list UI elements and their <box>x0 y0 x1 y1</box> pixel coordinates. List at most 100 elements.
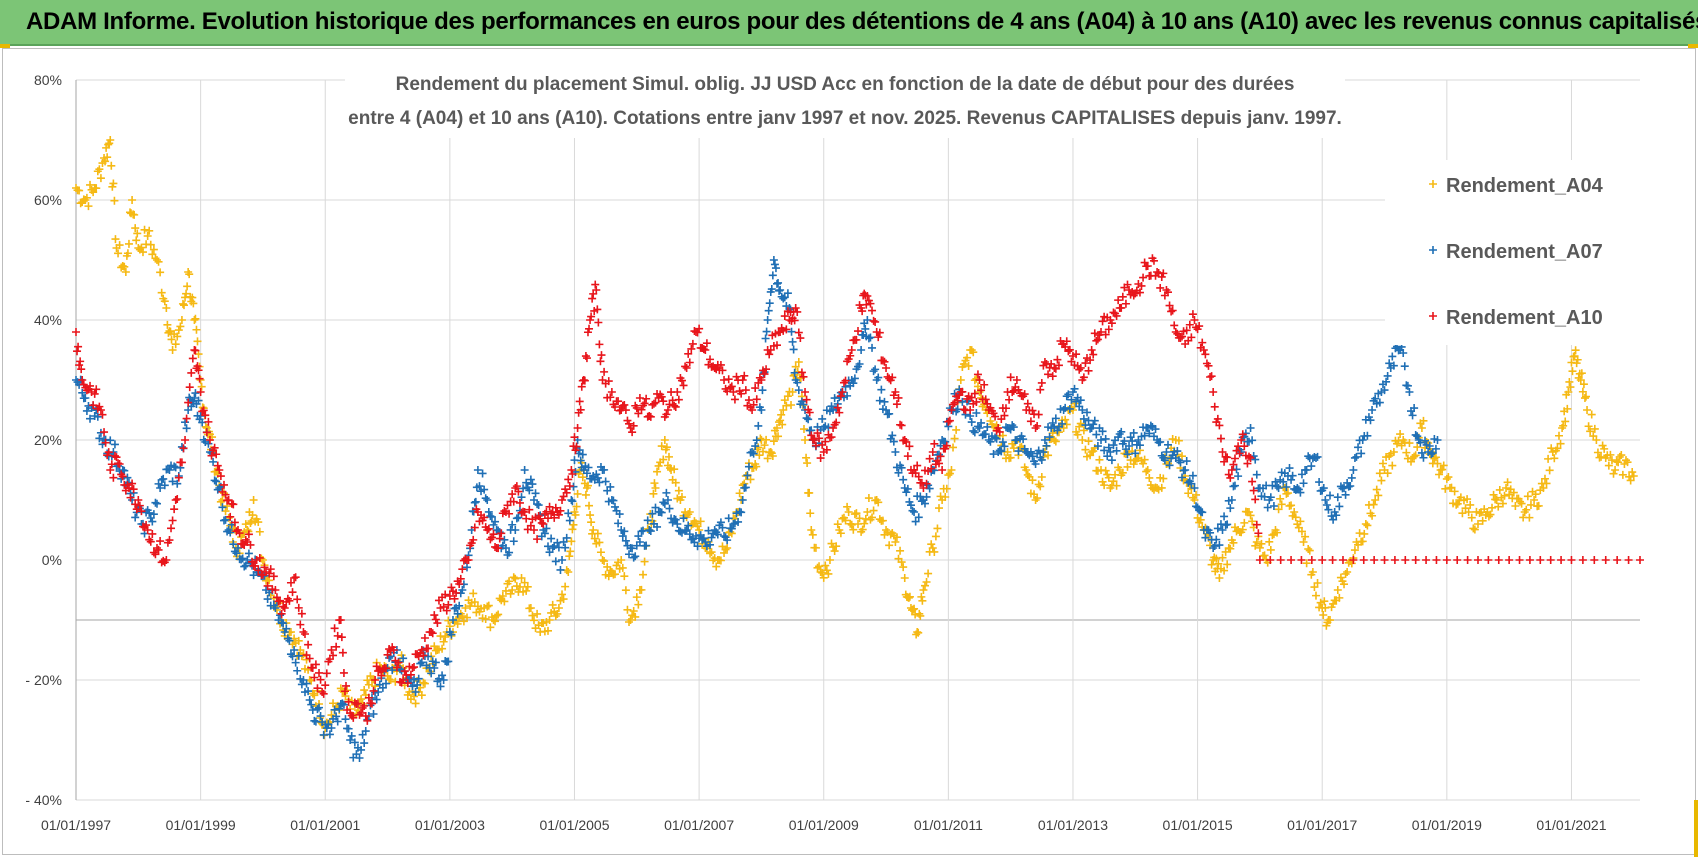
data-point <box>838 388 847 396</box>
data-point <box>640 557 649 566</box>
data-point <box>72 328 80 336</box>
data-point <box>868 513 877 522</box>
data-point <box>975 388 984 396</box>
data-point <box>265 569 274 578</box>
data-point <box>251 561 260 570</box>
data-point <box>791 304 800 312</box>
data-point <box>182 424 191 433</box>
data-point <box>1388 352 1397 361</box>
data-point <box>561 485 570 494</box>
data-point <box>850 374 859 383</box>
data-point <box>972 409 981 418</box>
data-point <box>536 514 545 523</box>
data-point <box>693 542 702 551</box>
data-point <box>1371 394 1380 403</box>
data-point <box>1335 502 1344 511</box>
data-point <box>506 589 515 598</box>
data-point <box>604 572 613 581</box>
data-point <box>1427 450 1436 459</box>
data-point <box>868 343 877 352</box>
data-point <box>181 436 190 444</box>
data-point <box>176 322 185 331</box>
data-point <box>914 472 923 481</box>
data-point <box>1318 556 1327 564</box>
data-point <box>762 365 771 374</box>
data-point <box>922 479 931 488</box>
data-point <box>1346 482 1355 490</box>
data-point <box>458 565 467 574</box>
data-point <box>749 449 758 458</box>
data-point <box>337 633 346 642</box>
data-point <box>1192 502 1201 511</box>
data-point <box>1142 467 1151 476</box>
data-point <box>1218 448 1227 456</box>
data-point <box>604 377 613 386</box>
data-point <box>1006 373 1015 382</box>
data-point <box>861 324 870 333</box>
data-point <box>327 646 336 654</box>
data-point <box>679 381 688 390</box>
data-point <box>762 435 771 444</box>
data-point <box>863 508 872 516</box>
data-point <box>930 547 939 556</box>
data-point <box>1399 348 1408 357</box>
data-point <box>470 498 479 507</box>
data-point <box>1545 466 1554 475</box>
data-point <box>615 510 624 519</box>
data-point <box>505 509 514 518</box>
data-point <box>596 357 605 366</box>
data-point <box>670 465 679 474</box>
data-point <box>1617 451 1626 460</box>
data-point <box>1293 484 1302 492</box>
data-point <box>165 536 174 545</box>
data-point <box>1553 444 1562 453</box>
data-point <box>1218 526 1227 534</box>
data-point <box>383 650 392 659</box>
data-point <box>1207 372 1216 381</box>
data-point <box>529 616 538 625</box>
data-point <box>95 165 104 174</box>
data-point <box>589 526 598 534</box>
data-point <box>888 373 897 382</box>
data-point <box>1473 556 1482 564</box>
data-point <box>1062 337 1071 346</box>
data-point <box>315 668 324 677</box>
data-point <box>1061 342 1070 351</box>
data-point <box>720 532 729 540</box>
data-point <box>684 349 693 358</box>
data-point <box>190 316 199 324</box>
data-point <box>448 616 457 624</box>
data-point <box>846 519 855 528</box>
frame-corner-mark <box>1688 44 1698 48</box>
data-point <box>1555 431 1563 440</box>
data-point <box>1296 488 1305 497</box>
data-point <box>969 348 978 357</box>
data-point <box>469 535 478 544</box>
data-point <box>458 612 467 621</box>
data-point <box>450 594 459 603</box>
data-point <box>411 699 420 708</box>
data-point <box>1210 542 1219 551</box>
data-point <box>1072 397 1081 406</box>
data-point <box>226 528 235 537</box>
data-point <box>134 496 143 504</box>
data-point <box>752 436 761 445</box>
data-point <box>789 345 798 354</box>
data-point <box>1054 361 1063 370</box>
data-points <box>72 136 1644 762</box>
data-point <box>92 385 101 394</box>
data-point <box>601 477 610 486</box>
data-point <box>115 241 124 250</box>
y-tick-label: 20% <box>34 432 62 448</box>
data-point <box>651 398 660 407</box>
data-point <box>564 475 573 484</box>
data-point <box>802 453 811 462</box>
data-point <box>1206 528 1215 537</box>
data-point <box>1185 320 1194 329</box>
data-point <box>1114 296 1123 305</box>
legend-background <box>1385 160 1645 345</box>
data-point <box>207 451 216 460</box>
data-point <box>248 557 257 566</box>
data-point <box>681 527 690 536</box>
data-point <box>780 312 789 321</box>
